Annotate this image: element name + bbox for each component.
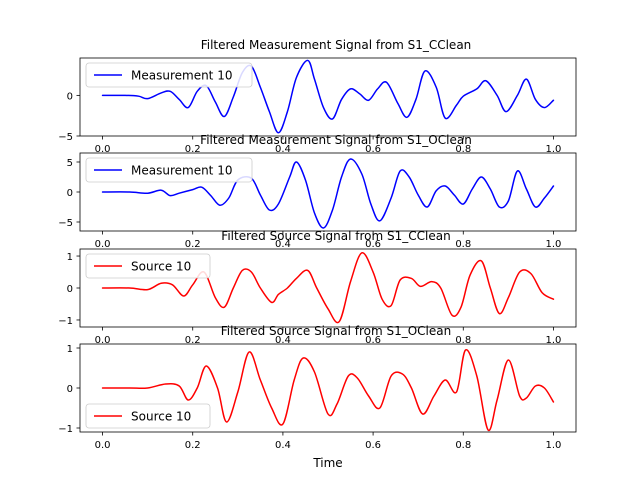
x-tick-label: 0.2 — [185, 335, 201, 346]
legend-box — [85, 62, 253, 88]
subplot-title: Filtered Source Signal from S1_CClean — [221, 229, 450, 243]
legend-box — [85, 253, 211, 279]
y-tick-label: 0 — [67, 384, 73, 395]
legend-label: Measurement 10 — [131, 164, 232, 178]
subplot-title: Filtered Measurement Signal from S1_CCle… — [201, 38, 472, 52]
x-tick-label: 0.4 — [275, 239, 291, 250]
y-tick-label: 5 — [67, 158, 73, 169]
subplot-4: 0.0 0.2 0.4 0.6 0.8 1.0 −1 0 1 Filtered Source Si… — [58, 324, 577, 451]
y-tick-label: −5 — [58, 132, 73, 143]
subplot-title: Filtered Measurement Signal from S1_OCle… — [200, 133, 472, 147]
legend: Measurement 10 — [85, 157, 253, 183]
subplot-3: 0.0 0.2 0.4 0.6 0.8 1.0 −1 0 1 Filtered Source Si… — [58, 229, 577, 346]
series-line — [101, 59, 555, 134]
y-tick-label: 1 — [67, 252, 73, 263]
x-tick-label: 0.2 — [185, 144, 201, 155]
x-tick-label: 0.8 — [455, 144, 471, 155]
x-tick-label: 0.8 — [455, 239, 471, 250]
x-tick-label: 1.0 — [546, 239, 562, 250]
x-tick-label: 0.8 — [455, 335, 471, 346]
legend-box — [85, 157, 253, 183]
x-tick-label: 0.0 — [95, 144, 111, 155]
x-tick-label: 1.0 — [546, 144, 562, 155]
x-tick-label: 0.4 — [275, 335, 291, 346]
subplot-1: 0.0 0.2 0.4 0.6 0.8 1.0 −5 0 Filtered Measuremen… — [58, 38, 577, 155]
y-tick-label: 0 — [67, 188, 73, 199]
x-tick-label: 0.2 — [185, 440, 201, 451]
x-tick-label: 0.0 — [95, 239, 111, 250]
legend-label: Source 10 — [131, 260, 191, 274]
x-tick-label: 1.0 — [546, 440, 562, 451]
y-tick-label: −1 — [58, 424, 73, 435]
legend: Source 10 — [85, 403, 211, 429]
x-tick-label: 0.6 — [365, 144, 381, 155]
y-tick-label: 0 — [67, 284, 73, 295]
legend: Source 10 — [85, 253, 211, 279]
y-tick-label: 0 — [67, 91, 73, 102]
x-tick-label: 0.2 — [185, 239, 201, 250]
legend-label: Source 10 — [131, 410, 191, 424]
x-tick-label: 0.6 — [365, 335, 381, 346]
x-tick-label: 1.0 — [546, 335, 562, 346]
legend: Measurement 10 — [85, 62, 253, 88]
x-tick-label: 0.0 — [95, 335, 111, 346]
x-tick-label: 0.0 — [95, 440, 111, 451]
subplot-2: 0.0 0.2 0.4 0.6 0.8 1.0 −5 0 5 Filtered Measureme… — [58, 133, 577, 250]
legend-box — [85, 403, 211, 429]
subplot-title: Filtered Source Signal from S1_OClean — [221, 324, 451, 338]
figure-xlabel: Time — [312, 456, 342, 470]
y-tick-label: −5 — [58, 218, 73, 229]
series-line — [101, 158, 555, 229]
legend-label: Measurement 10 — [131, 69, 232, 83]
x-tick-label: 0.6 — [365, 239, 381, 250]
x-tick-label: 0.8 — [455, 440, 471, 451]
y-tick-label: −1 — [58, 316, 73, 327]
x-tick-label: 0.6 — [365, 440, 381, 451]
x-tick-label: 0.4 — [275, 144, 291, 155]
x-tick-label: 0.4 — [275, 440, 291, 451]
y-tick-label: 1 — [67, 344, 73, 355]
series-line — [101, 349, 555, 432]
